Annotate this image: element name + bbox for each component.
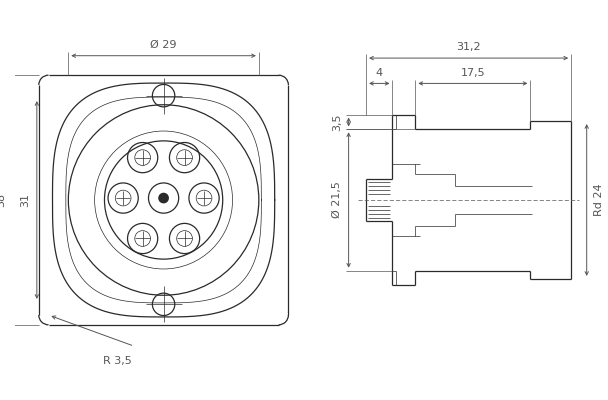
Text: 4: 4 bbox=[376, 68, 383, 78]
Text: 38: 38 bbox=[0, 193, 7, 207]
Text: 31,2: 31,2 bbox=[457, 42, 481, 52]
Text: R 3,5: R 3,5 bbox=[103, 356, 132, 366]
Text: Ø 21,5: Ø 21,5 bbox=[332, 182, 342, 218]
Circle shape bbox=[158, 193, 169, 204]
Text: Ø 29: Ø 29 bbox=[150, 40, 177, 50]
Text: 31: 31 bbox=[20, 193, 30, 207]
Text: Rd 24: Rd 24 bbox=[593, 184, 604, 216]
Text: 17,5: 17,5 bbox=[461, 68, 485, 78]
Text: 3,5: 3,5 bbox=[332, 113, 342, 131]
